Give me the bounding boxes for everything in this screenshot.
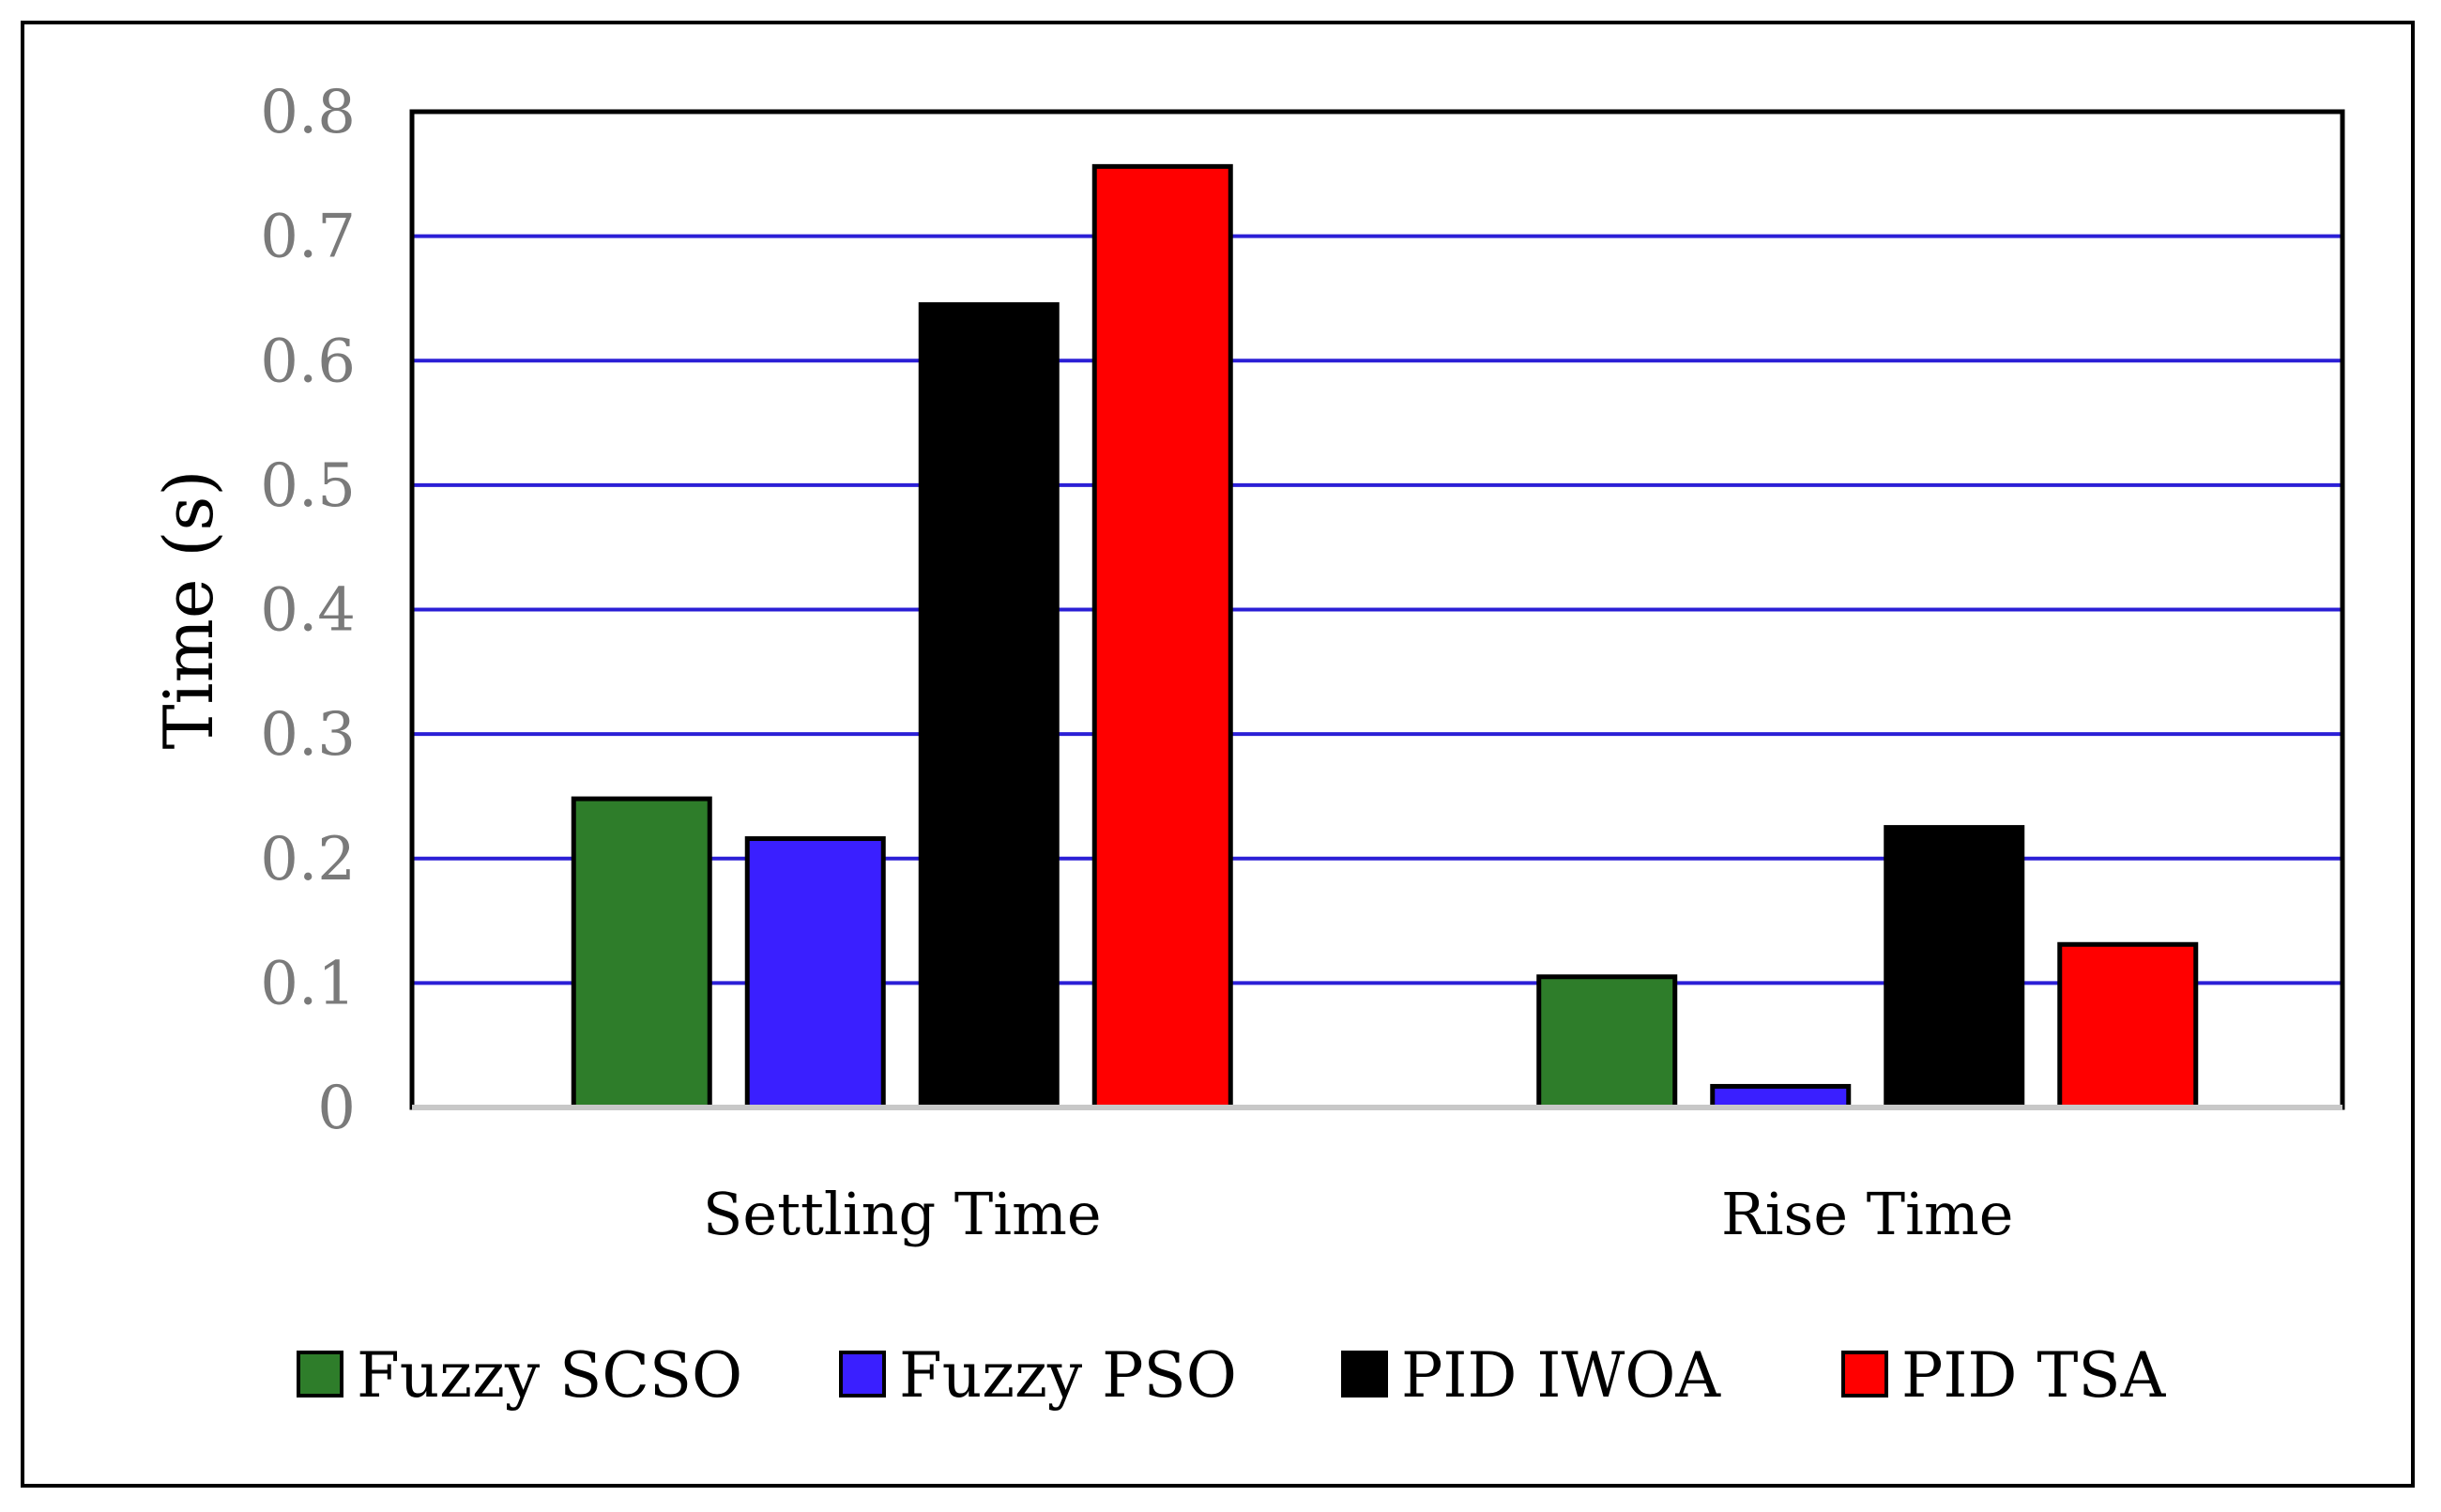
chart-frame: 0 0.1 0.2 0.3 0.4 0.5 0.6 0.7 0.8 Settling Time R… <box>21 21 2415 1488</box>
legend-swatch <box>1341 1351 1388 1397</box>
bar-fuzzy-scso-rise-time <box>1536 974 1678 1110</box>
legend-item: PID TSA <box>1841 1339 2167 1412</box>
legend-label: Fuzzy SCSO <box>357 1339 742 1412</box>
legend-swatch <box>839 1351 886 1397</box>
bar-fuzzy-scso-settling-time <box>571 796 712 1110</box>
legend: Fuzzy SCSO Fuzzy PSO PID IWOA PID TSA <box>297 1339 2167 1412</box>
legend-label: PID TSA <box>1901 1339 2167 1412</box>
y-axis-title: Time (s) <box>149 470 228 750</box>
bar-pid-iwoa-rise-time <box>1884 825 2025 1110</box>
legend-label: Fuzzy PSO <box>899 1339 1237 1412</box>
y-tick-label: 0.7 <box>260 203 356 272</box>
legend-swatch <box>297 1351 343 1397</box>
y-tick-label: 0 <box>317 1074 356 1143</box>
category-labels: Settling Time Rise Time <box>703 1180 2014 1248</box>
y-tick-label: 0.3 <box>260 700 356 770</box>
y-tick-label: 0.1 <box>260 949 356 1018</box>
legend-swatch <box>1841 1351 1888 1397</box>
bar-pid-tsa-settling-time <box>1091 163 1233 1110</box>
y-tick-label: 0.2 <box>260 825 356 894</box>
bar-chart: 0 0.1 0.2 0.3 0.4 0.5 0.6 0.7 0.8 Settling Time R… <box>149 78 2345 1412</box>
y-tick-label: 0.5 <box>260 451 356 521</box>
bar-pid-tsa-rise-time <box>2057 941 2199 1110</box>
x-category-label: Settling Time <box>703 1180 1102 1248</box>
y-tick-label: 0.6 <box>260 327 356 396</box>
gridlines <box>412 234 2342 985</box>
legend-label: PID IWOA <box>1401 1339 1721 1412</box>
y-tick-label: 0.8 <box>260 78 356 147</box>
bar-pid-iwoa-settling-time <box>918 302 1060 1110</box>
x-category-label: Rise Time <box>1721 1180 2013 1248</box>
legend-item: PID IWOA <box>1341 1339 1721 1412</box>
y-tick-labels: 0 0.1 0.2 0.3 0.4 0.5 0.6 0.7 0.8 <box>260 78 356 1143</box>
legend-item: Fuzzy SCSO <box>297 1339 742 1412</box>
bars <box>571 163 2199 1110</box>
y-tick-label: 0.4 <box>260 576 356 646</box>
bar-fuzzy-pso-rise-time <box>1710 1083 1852 1110</box>
bar-fuzzy-pso-settling-time <box>744 836 886 1110</box>
legend-item: Fuzzy PSO <box>839 1339 1237 1412</box>
